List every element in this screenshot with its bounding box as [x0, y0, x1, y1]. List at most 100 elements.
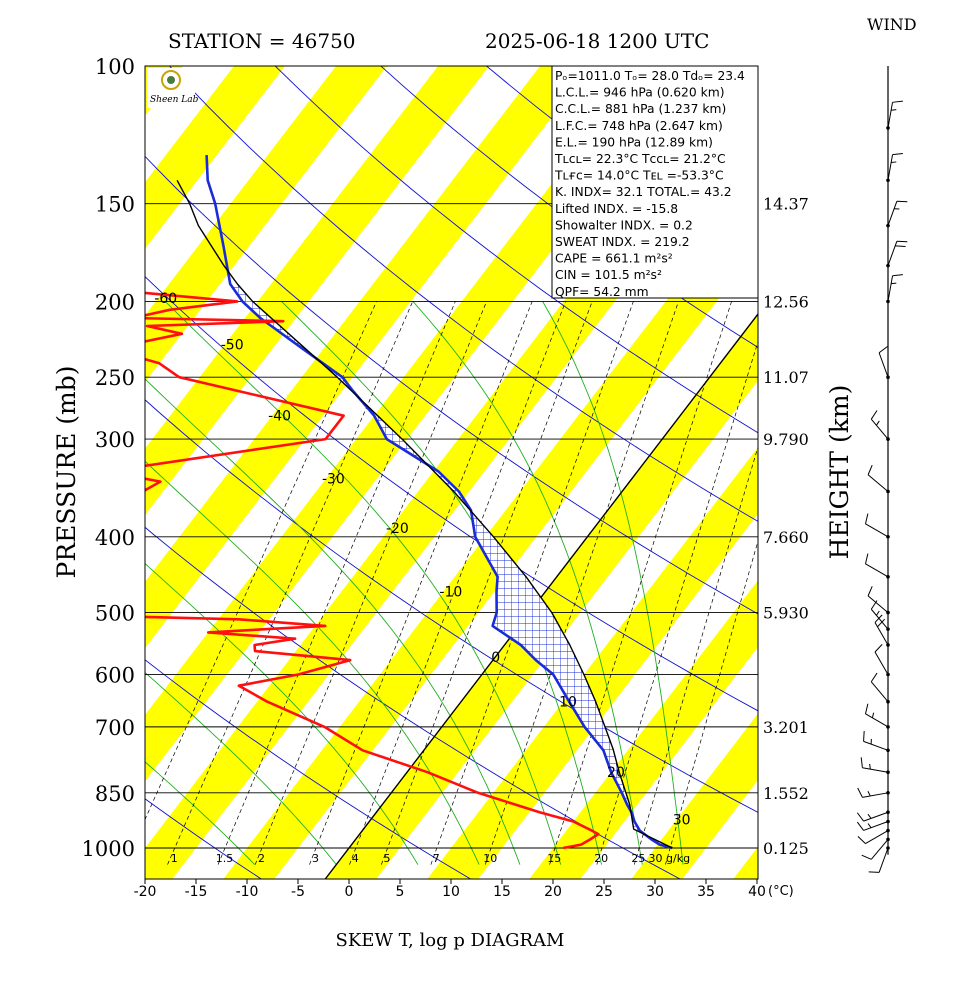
- wind-barb-flag: [870, 600, 878, 610]
- isotherm-label: -60: [154, 291, 177, 307]
- wind-barb-half-flag: [867, 823, 872, 828]
- wind-barb-shaft: [863, 811, 889, 822]
- info-line: C.C.L.= 881 hPa (1.237 km): [555, 102, 726, 116]
- wind-barb-flag: [868, 871, 880, 873]
- x-tick-label: 15: [493, 884, 511, 900]
- wind-barb-flag: [874, 644, 883, 653]
- info-line: CIN = 101.5 m²s²: [555, 268, 662, 282]
- isotherm-label: -30: [322, 472, 345, 488]
- wind-barb-half-flag: [869, 763, 871, 770]
- temperature-curve: [205, 155, 673, 850]
- x-tick-label: 40: [748, 884, 766, 900]
- moist-adiabat-line: [145, 562, 419, 865]
- pressure-tick-label: 300: [95, 428, 135, 452]
- wind-barb-half-flag: [867, 813, 872, 819]
- height-tick-label: 1.552: [763, 784, 809, 803]
- x-tick-label: 35: [697, 884, 715, 900]
- info-line: K. INDX= 32.1 TOTAL.= 43.2: [555, 185, 732, 199]
- wind-barb-shaft: [862, 792, 889, 798]
- isotherm-band: [145, 66, 388, 382]
- wind-barb-flag: [856, 821, 864, 831]
- isotherm-band: [145, 66, 286, 249]
- wind-barb-shaft: [878, 352, 889, 378]
- mixing-ratio-line: [167, 301, 414, 865]
- pressure-tick-label: 400: [95, 526, 135, 550]
- mixing-ratio-line: [484, 301, 679, 865]
- info-line: L.C.L.= 946 hPa (0.620 km): [555, 86, 725, 100]
- height-tick-label: 14.37: [763, 195, 809, 214]
- mixing-ratio-line: [309, 301, 533, 865]
- info-line: QPF= 54.2 mm: [555, 285, 649, 299]
- pressure-tick-label: 200: [95, 290, 135, 314]
- dry-adiabat-line: [145, 155, 758, 615]
- mixing-ratio-label: 2: [258, 852, 265, 865]
- info-line: E.L.= 190 hPa (12.89 km): [555, 135, 713, 149]
- mixing-ratio-line: [145, 301, 377, 821]
- wind-barb-shaft: [874, 651, 889, 675]
- mixing-ratio-label: 7: [433, 852, 440, 865]
- height-tick-label: 7.660: [763, 528, 809, 547]
- x-tick-label: -5: [291, 884, 305, 900]
- pressure-tick-label: 150: [95, 193, 135, 217]
- wind-barb-flag: [892, 152, 903, 156]
- mixing-ratio-label: 1: [171, 852, 178, 865]
- height-tick-label: 11.07: [763, 368, 809, 387]
- wind-barb-shaft: [887, 241, 898, 266]
- isotherm-label: -20: [386, 521, 409, 537]
- mixing-ratio-line: [596, 340, 758, 865]
- isotherm-label: -80: [60, 148, 83, 164]
- pressure-tick-label: 600: [95, 664, 135, 688]
- mixing-ratio-label: 4: [352, 852, 359, 865]
- mixing-ratio-line: [549, 301, 732, 865]
- isotherm-label: -40: [268, 409, 291, 425]
- x-tick-label: 5: [396, 884, 405, 900]
- isotherm-label: -10: [439, 585, 462, 601]
- logo: Sheen Lab: [147, 68, 199, 108]
- mixing-ratio-label: 10: [483, 852, 497, 865]
- wind-barb-shaft: [865, 523, 889, 538]
- info-line: Lifted INDX. = -15.8: [555, 202, 678, 216]
- isotherm-band: [145, 66, 592, 649]
- wind-barb-flag: [867, 586, 873, 597]
- mixing-ratio-label: 30 g/kg: [649, 852, 691, 865]
- info-line: CAPE = 661.1 m²s²: [555, 252, 673, 266]
- wind-barb-shaft: [863, 740, 889, 751]
- wind-barb-flag: [856, 812, 864, 822]
- dry-adiabat-line: [380, 66, 758, 348]
- moist-adiabat-line: [145, 378, 521, 865]
- info-line: Pₒ=1011.0 Tₒ= 28.0 Tdₒ= 23.4: [555, 69, 745, 83]
- wind-barb-flag: [870, 672, 878, 683]
- wind-barb-shaft: [867, 474, 889, 492]
- mixing-ratio-label: 1.5: [216, 852, 234, 865]
- wind-barb-flag: [863, 730, 865, 742]
- wind-barb-half-flag: [891, 282, 897, 285]
- chart-header-datetime: 2025-06-18 1200 UTC: [485, 29, 709, 53]
- wind-barb-half-flag: [871, 712, 875, 718]
- chart-header-station: STATION = 46750: [168, 29, 356, 53]
- wind-barb-flag: [861, 854, 872, 860]
- wind-barb-shaft: [878, 847, 889, 873]
- height-tick-label: 9.790: [763, 430, 809, 449]
- wind-barb-flag: [857, 836, 866, 844]
- dry-adiabat-line: [274, 66, 758, 434]
- mixing-ratio-line: [217, 301, 456, 865]
- x-axis-unit: (°C): [768, 884, 794, 899]
- wind-title: WIND: [867, 15, 917, 34]
- isotherm-band: [631, 713, 758, 879]
- wind-barb-shaft: [874, 622, 889, 646]
- parcel-curve: [176, 179, 673, 849]
- isotherm-label: 0: [491, 650, 500, 666]
- dry-adiabat-line: [169, 66, 758, 522]
- isotherm-band: [733, 846, 758, 879]
- wind-barb-shaft: [865, 713, 889, 728]
- wind-barb-shaft: [887, 275, 894, 302]
- mixing-ratio-label: 20: [594, 852, 608, 865]
- isotherm-label: -50: [221, 337, 244, 353]
- mixing-ratio-line: [381, 301, 593, 865]
- wind-barb-shaft: [870, 608, 889, 630]
- mixing-ratio-label: 3: [312, 852, 319, 865]
- pressure-tick-label: 100: [95, 55, 135, 79]
- info-line: Tʟᴄʟ= 22.3°C Tᴄᴄʟ= 21.2°C: [554, 152, 726, 166]
- x-tick-label: 25: [595, 884, 613, 900]
